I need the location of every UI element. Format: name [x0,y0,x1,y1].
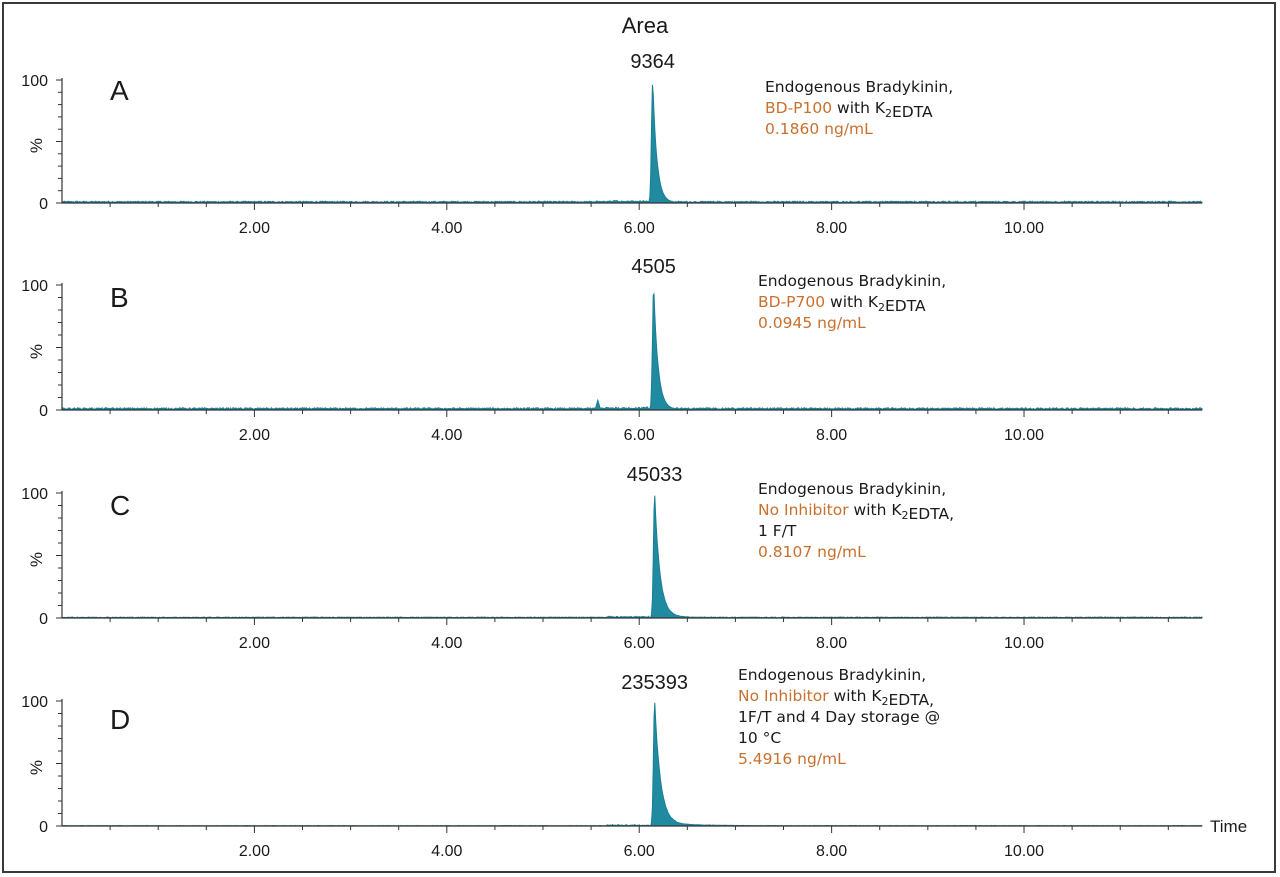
y-tick-label: 100 [21,73,48,90]
x-tick-label: 10.00 [1004,220,1044,237]
y-tick-label: 100 [21,486,48,503]
annotation-line: 0.1860 ng/mL [765,120,873,138]
chromatogram-trace [61,292,1203,411]
x-tick-label: 2.00 [239,427,270,444]
annotation-text: 0.1860 ng/mL [765,120,873,138]
panel-b: 2.00 4.00 6.00 8.00 10.00 0 100% B 4505 Endogenou… [21,256,1203,444]
time-axis-label: Time [1210,817,1247,836]
x-tick-label: 8.00 [816,427,847,444]
y-tick-label: 100 [21,694,48,711]
x-tick-label: 4.00 [431,843,462,860]
annotation-line: Endogenous Bradykinin, [758,480,946,498]
annotation-line: No Inhibitor with K2EDTA, [758,501,954,523]
annotation-text: 10 °C [738,729,781,747]
annotation-text: with K [829,687,883,705]
y-axis-label: % [27,138,46,153]
y-axis-label: % [27,760,46,775]
annotation-line: Endogenous Bradykinin, [738,666,926,684]
panel-letter: C [110,490,130,521]
annotation-text: BD-P700 [758,293,825,311]
annotation-text: Endogenous Bradykinin, [765,78,953,96]
panel-letter: A [110,75,129,106]
y-tick-label: 0 [39,819,48,836]
peak-area-label: 9364 [630,51,675,73]
annotation-subscript: 2 [882,695,889,708]
x-tick-label: 6.00 [624,220,655,237]
x-tick-label: 4.00 [431,635,462,652]
annotation-text: No Inhibitor [758,501,849,519]
annotation-text: 0.0945 ng/mL [758,314,866,332]
annotation-text: 1 F/T [758,522,797,540]
annotation-text: EDTA, [909,505,955,523]
annotation-text: EDTA, [889,691,935,709]
x-tick-label: 2.00 [239,843,270,860]
x-tick-label: 10.00 [1004,635,1044,652]
chromatogram-trace [61,495,1203,619]
peak-area-label: 4505 [631,256,676,278]
annotation-line: 1F/T and 4 Day storage @ [738,708,940,726]
y-tick-label: 0 [39,611,48,628]
x-tick-label: 10.00 [1004,843,1044,860]
annotation-line: Endogenous Bradykinin, [765,78,953,96]
peak-area-label: 45033 [627,464,683,486]
y-tick-label: 0 [39,196,48,213]
annotation-text: Endogenous Bradykinin, [758,272,946,290]
x-tick-label: 2.00 [239,635,270,652]
x-tick-label: 2.00 [239,220,270,237]
annotation-text: 0.8107 ng/mL [758,543,866,561]
x-tick-label: 6.00 [624,843,655,860]
annotation-text: Endogenous Bradykinin, [758,480,946,498]
x-tick-label: 6.00 [624,635,655,652]
annotation-text: 1F/T and 4 Day storage @ [738,708,940,726]
annotation-line: No Inhibitor with K2EDTA, [738,687,934,709]
annotation-line: 5.4916 ng/mL [738,750,846,768]
y-tick-label: 0 [39,403,48,420]
peak-area-label: 235393 [621,672,688,694]
chromatogram-trace [61,702,1203,827]
annotation-line: 0.8107 ng/mL [758,543,866,561]
y-tick-label: 100 [21,278,48,295]
panel-a: 2.00 4.00 6.00 8.00 10.00 0 100% A 9364 Endogenou… [21,51,1203,237]
annotation-text: EDTA [885,297,926,315]
panel-letter: B [110,282,129,313]
panel-c: 2.00 4.00 6.00 8.00 10.00 0 100% C 45033 Endogeno… [21,464,1203,652]
annotation-line: BD-P700 with K2EDTA [758,293,926,315]
x-tick-label: 8.00 [816,220,847,237]
panel-d: 2.00 4.00 6.00 8.00 10.00 0 100% D 235393 Endogen… [21,666,1203,860]
chromatogram-trace [61,84,1203,204]
annotation-line: 10 °C [738,729,781,747]
annotation-text: 5.4916 ng/mL [738,750,846,768]
y-axis-label: % [27,552,46,567]
chromatogram-panels: 2.00 4.00 6.00 8.00 10.00 0 100% A 9364 Endogenou… [21,51,1203,860]
annotation-text: No Inhibitor [738,687,829,705]
annotation-subscript: 2 [902,509,909,522]
annotation-line: BD-P100 with K2EDTA [765,99,933,121]
annotation-text: EDTA [892,103,933,121]
annotation-line: Endogenous Bradykinin, [758,272,946,290]
x-tick-label: 4.00 [431,427,462,444]
annotation-line: 0.0945 ng/mL [758,314,866,332]
annotation-text: BD-P100 [765,99,832,117]
annotation-subscript: 2 [878,301,885,314]
x-tick-label: 4.00 [431,220,462,237]
y-axis-label: % [27,344,46,359]
annotation-text: with K [849,501,903,519]
panel-letter: D [110,704,130,735]
annotation-text: with K [825,293,879,311]
x-tick-label: 8.00 [816,635,847,652]
annotation-text: with K [832,99,886,117]
x-tick-label: 10.00 [1004,427,1044,444]
x-tick-label: 6.00 [624,427,655,444]
annotation-subscript: 2 [885,107,892,120]
x-tick-label: 8.00 [816,843,847,860]
area-header: Area [622,13,669,38]
annotation-line: 1 F/T [758,522,797,540]
annotation-text: Endogenous Bradykinin, [738,666,926,684]
